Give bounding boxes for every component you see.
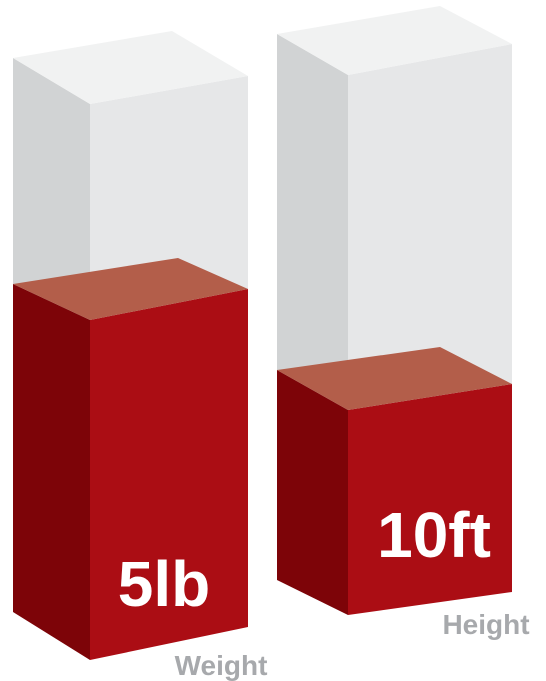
height-glass-side bbox=[277, 34, 348, 410]
height-value-label: 10ft bbox=[377, 499, 491, 571]
weight-category-label: Weight bbox=[175, 650, 268, 681]
weight-bar-front bbox=[90, 289, 248, 660]
weight-glass-front bbox=[90, 76, 248, 320]
height-category-label: Height bbox=[442, 609, 529, 640]
column-weight: 5lb Weight bbox=[13, 31, 267, 681]
height-bar-top bbox=[277, 347, 512, 410]
weight-value-label: 5lb bbox=[118, 548, 210, 620]
height-bar-front bbox=[348, 384, 512, 615]
weight-glass-top bbox=[13, 31, 248, 104]
height-glass-front bbox=[348, 44, 512, 410]
weight-bar-top bbox=[13, 258, 248, 320]
column-height: 10ft Height bbox=[277, 6, 530, 640]
weight-bar-side bbox=[13, 284, 90, 660]
weight-glass-side bbox=[13, 58, 90, 328]
height-bar-side bbox=[277, 370, 348, 615]
height-glass-top bbox=[277, 6, 512, 75]
